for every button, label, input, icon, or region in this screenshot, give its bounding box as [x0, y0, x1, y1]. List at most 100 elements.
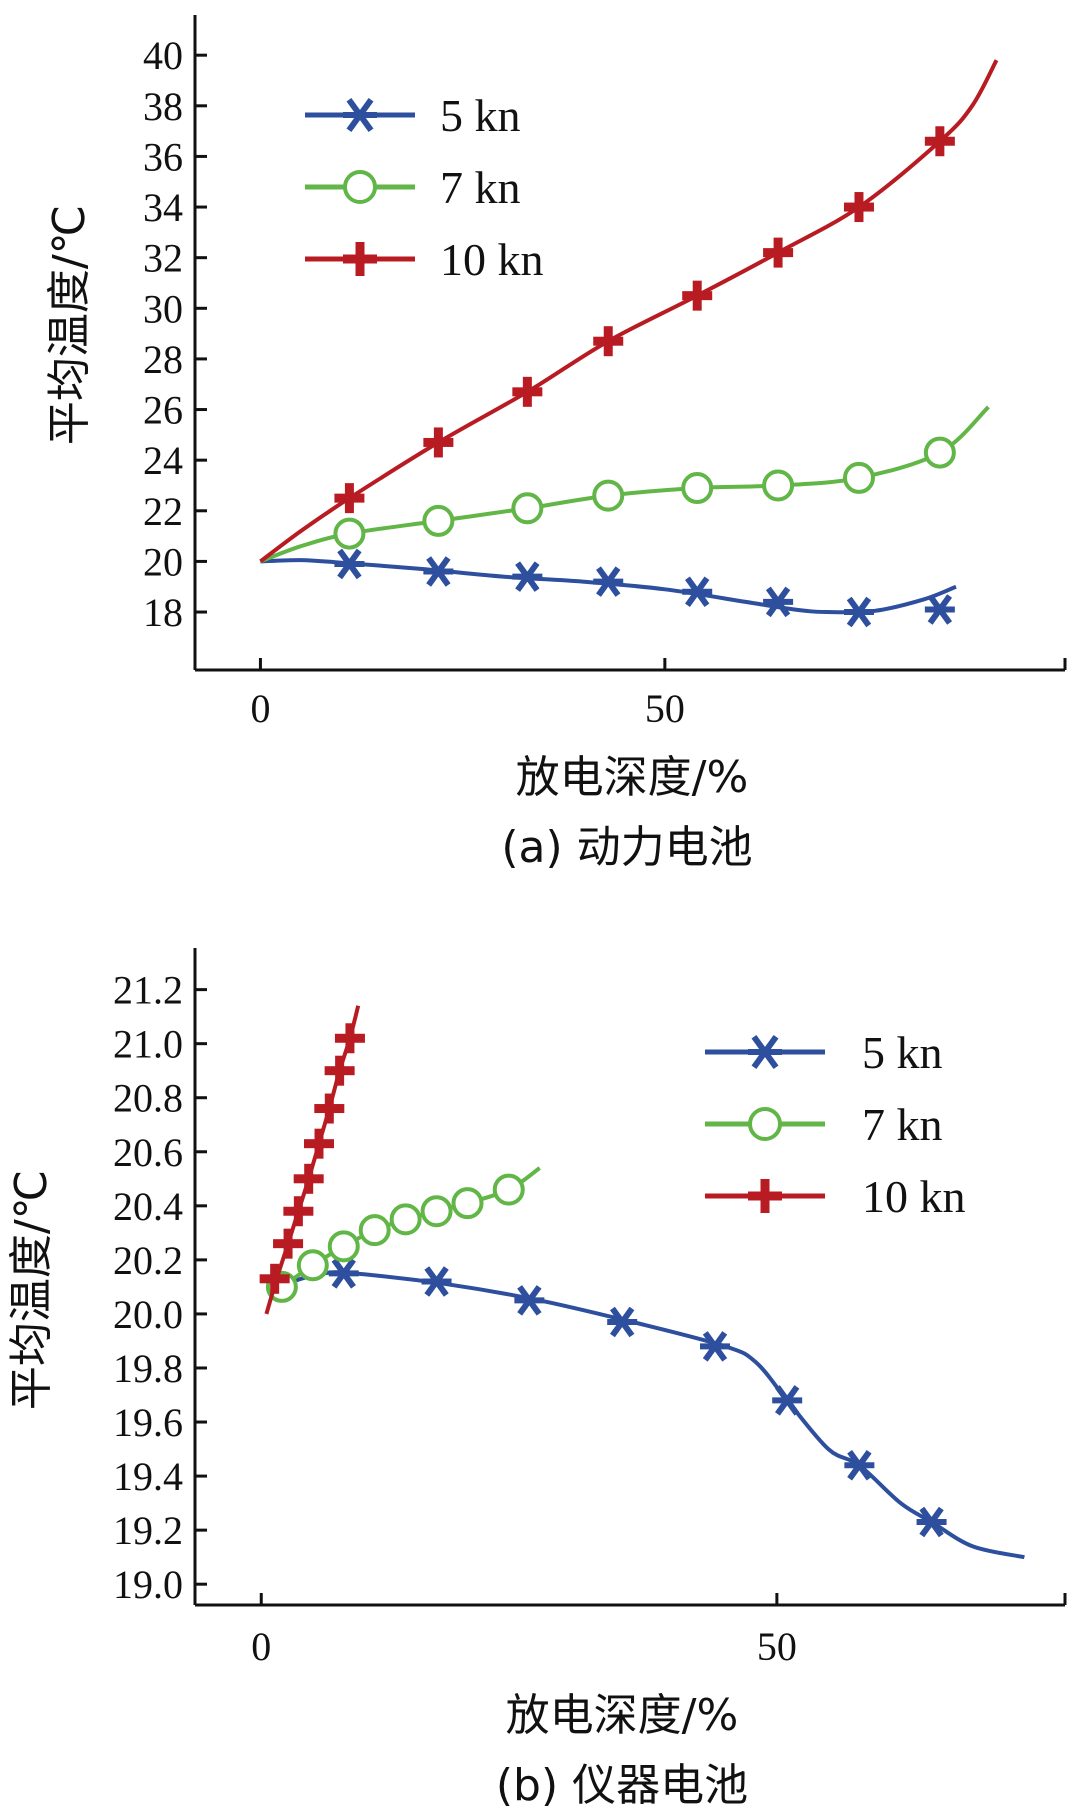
panel-b-series [259, 1005, 1025, 1560]
panel-a-series [259, 59, 999, 628]
panel-a-y-tick-label: 34 [143, 185, 183, 230]
panel-a-point-10-kn [682, 280, 713, 311]
panel-b-legend-entry-10-kn: 10 kn [705, 1171, 966, 1222]
panel-a-point-10-kn [512, 376, 543, 407]
panel-a-point-10-kn [843, 192, 874, 223]
panel-b-legend: 5 kn 7 kn 10 kn [705, 1027, 966, 1222]
panel-a-point-5-kn [682, 576, 713, 608]
panel-a-series-5-kn [260, 548, 957, 628]
panel-b-y-tick-label: 20.6 [113, 1130, 183, 1175]
legend-label: 5 kn [862, 1027, 943, 1078]
panel-a-point-10-kn [924, 126, 955, 157]
panel-a-caption: (a) 动力电池 [501, 822, 752, 873]
panel-b-point-5-kn [328, 1258, 359, 1289]
panel-b-point-5-kn [844, 1450, 875, 1481]
panel-a-point-10-kn [423, 427, 454, 458]
panel-a-y-axis-label: 平均温度/℃ [44, 205, 95, 445]
panel-b-point-7-kn [492, 1173, 525, 1206]
panel-b-point-7-kn [358, 1214, 391, 1247]
panel-a-y-tick-label: 36 [143, 134, 183, 179]
panel-b-y-tick-label: 20.4 [113, 1184, 183, 1229]
panel-a-point-5-kn [423, 556, 454, 587]
panel-a-power-battery: 18 20 22 24 26 28 30 32 34 36 38 40 0 50 5 kn 7 kn 10 k… [44, 15, 1067, 873]
panel-b-line-10-kn [264, 1005, 361, 1315]
legend-label: 7 kn [862, 1099, 943, 1150]
panel-a-legend: 5 kn 7 kn 10 kn [305, 90, 544, 285]
panel-b-series-5-kn [291, 1258, 1025, 1560]
panel-a-y-tick-label: 40 [143, 33, 183, 78]
panel-a-y-tick-label: 38 [143, 84, 183, 129]
panel-b-x-tick-label: 0 [251, 1624, 271, 1669]
panel-b-y-tick-label: 20.0 [113, 1292, 183, 1337]
panel-b-point-10-kn [304, 1128, 334, 1159]
legend-label: 7 kn [440, 162, 521, 213]
panel-a-line-10-kn [259, 59, 999, 563]
panel-b-series-7-kn [265, 1166, 541, 1303]
panel-b-point-7-kn [420, 1195, 453, 1228]
panel-b-series-10-kn [259, 1005, 365, 1315]
legend-marker [748, 1107, 782, 1141]
panel-b-y-tick-label: 21.2 [113, 968, 183, 1013]
panel-b-point-10-kn [273, 1228, 304, 1259]
panel-a-y-tick-label: 18 [143, 590, 183, 635]
panel-b-point-10-kn [283, 1196, 314, 1227]
panel-b-y-tick-label: 19.0 [113, 1562, 183, 1607]
panel-b-y-tick-label: 20.8 [113, 1076, 183, 1121]
panel-b-point-5-kn [607, 1306, 638, 1338]
legend-marker [343, 170, 377, 204]
panel-b-line-5-kn [291, 1270, 1025, 1560]
panel-b-y-tick-label: 21.0 [113, 1022, 183, 1067]
panel-a-point-7-kn [333, 517, 366, 550]
panel-a-legend-entry-7-kn: 7 kn [305, 162, 521, 213]
panel-a-y-tick-label: 20 [143, 539, 183, 584]
panel-b-point-5-kn [772, 1385, 803, 1416]
panel-a-point-5-kn [843, 596, 874, 628]
panel-a-point-7-kn [592, 479, 625, 512]
panel-a-point-10-kn [593, 326, 624, 357]
legend-label: 5 kn [440, 90, 521, 141]
panel-b-point-10-kn [293, 1163, 324, 1194]
panel-a-point-5-kn [512, 561, 543, 592]
legend-marker [343, 97, 377, 133]
panel-b-point-5-kn [700, 1331, 730, 1362]
panel-a-y-tick-label: 32 [143, 236, 183, 281]
panel-a-y-tick-label: 24 [143, 438, 183, 483]
panel-b-point-10-kn [314, 1093, 345, 1124]
panel-a-series-10-kn [259, 59, 999, 563]
panel-a-point-7-kn [422, 504, 455, 537]
panel-a-legend-entry-10-kn: 10 kn [305, 234, 544, 285]
panel-a-point-7-kn [923, 436, 956, 469]
panel-b-point-7-kn [327, 1230, 360, 1263]
panel-b-y-tick-label: 19.4 [113, 1454, 183, 1499]
panel-b-legend-entry-7-kn: 7 kn [705, 1099, 943, 1150]
panel-b-point-10-kn [334, 1023, 365, 1054]
panel-b-y-tick-label: 20.2 [113, 1238, 183, 1283]
panel-a-y-tick-label: 22 [143, 489, 183, 534]
panel-b-caption: (b) 仪器电池 [496, 1760, 748, 1811]
panel-a-y-tick-label: 28 [143, 337, 183, 382]
panel-b-point-7-kn [389, 1203, 422, 1236]
panel-b-point-5-kn [514, 1285, 545, 1316]
panel-a-point-5-kn [334, 548, 365, 580]
panel-b-instrument-battery: 19.0 19.2 19.4 19.6 19.8 20.0 20.2 20.4 20.6 20.8… [6, 948, 1067, 1811]
legend-marker [748, 1179, 782, 1213]
panel-a-point-5-kn [763, 586, 794, 618]
panel-a-y-tick-label: 26 [143, 388, 183, 433]
panel-a-axes: 18 20 22 24 26 28 30 32 34 36 38 40 0 50 [143, 15, 1067, 731]
panel-b-y-tick-label: 19.8 [113, 1346, 183, 1391]
panel-a-point-7-kn [762, 469, 795, 502]
panel-b-point-10-kn [259, 1263, 290, 1294]
panel-a-y-tick-label: 30 [143, 286, 183, 331]
legend-label: 10 kn [440, 234, 544, 285]
panel-b-x-tick-label: 50 [757, 1624, 797, 1669]
panel-b-x-axis-label: 放电深度/% [506, 1690, 739, 1741]
panel-b-y-axis-label: 平均温度/℃ [6, 1170, 57, 1410]
panel-a-point-7-kn [842, 461, 875, 494]
panel-b-legend-entry-5-kn: 5 kn [705, 1027, 943, 1078]
panel-b-y-tick-label: 19.6 [113, 1400, 183, 1445]
panel-a-point-10-kn [763, 237, 794, 268]
panel-b-axes: 19.0 19.2 19.4 19.6 19.8 20.0 20.2 20.4 20.6 20.8… [113, 948, 1067, 1669]
panel-a-x-tick-label: 0 [250, 686, 270, 731]
panel-b-point-10-kn [324, 1055, 355, 1086]
panel-a-x-axis-label: 放电深度/% [516, 752, 749, 803]
